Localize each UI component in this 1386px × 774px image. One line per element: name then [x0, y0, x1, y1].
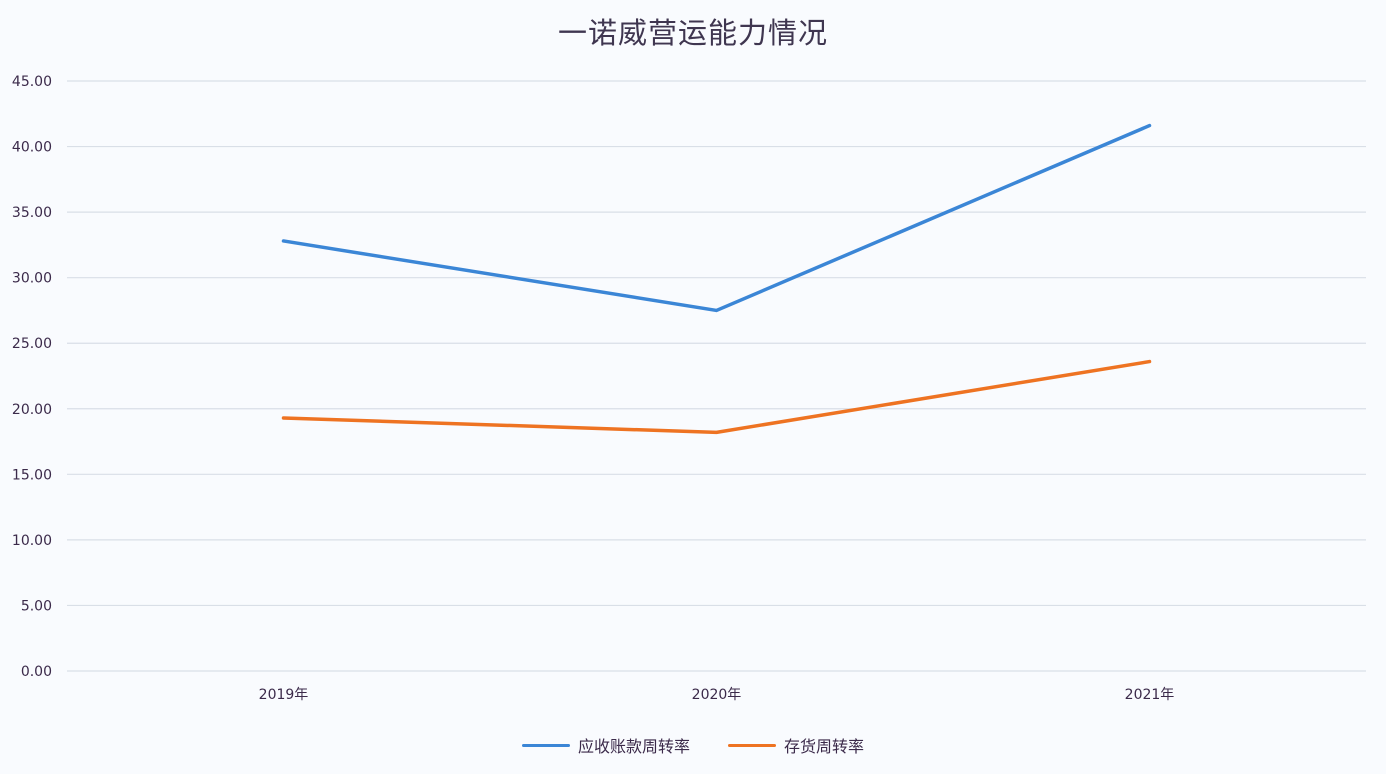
x-axis-ticks: 2019年 2020年 2021年: [259, 687, 1175, 703]
series-line[interactable]: [281, 123, 1152, 313]
y-tick-label: 30.00: [12, 271, 52, 287]
legend-item-inventory-turnover[interactable]: 存货周转率: [728, 733, 864, 757]
x-tick-label: 2019年: [259, 687, 309, 703]
y-tick-label: 10.00: [12, 533, 52, 549]
y-tick-label: 0.00: [21, 664, 52, 680]
gridlines: [67, 80, 1366, 672]
series-line[interactable]: [281, 359, 1152, 435]
chart-title: 一诺威营运能力情况: [557, 16, 828, 50]
legend-label: 存货周转率: [784, 737, 865, 756]
y-tick-label: 20.00: [12, 402, 52, 418]
y-tick-label: 40.00: [12, 140, 52, 156]
y-tick-label: 45.00: [12, 74, 52, 90]
series-lines: [281, 123, 1152, 435]
legend-label: 应收账款周转率: [577, 737, 690, 756]
legend-swatch-blue-icon: [521, 743, 570, 747]
legend: 应收账款周转率 存货周转率: [0, 733, 1386, 757]
y-tick-label: 35.00: [12, 205, 52, 221]
y-tick-label: 15.00: [12, 467, 52, 483]
y-axis-ticks: 0.00 5.00 10.00 15.00 20.00 25.00 30.00 35.00 40…: [12, 74, 52, 680]
legend-swatch-orange-icon: [728, 743, 776, 747]
x-tick-label: 2020年: [692, 687, 742, 703]
y-tick-label: 5.00: [21, 598, 52, 614]
y-tick-label: 25.00: [12, 336, 52, 352]
x-tick-label: 2021年: [1125, 687, 1175, 703]
legend-item-receivables-turnover[interactable]: 应收账款周转率: [521, 733, 690, 757]
